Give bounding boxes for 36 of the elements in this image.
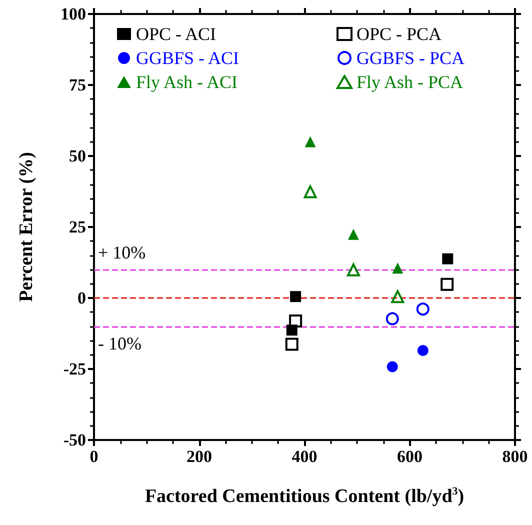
point: [442, 253, 454, 264]
x-tick-label: 400: [292, 447, 318, 466]
point: [348, 228, 359, 240]
point: [346, 263, 360, 276]
x-tick-label: 200: [186, 447, 212, 466]
legend-label: OPC - ACI: [136, 24, 216, 44]
point: [290, 291, 302, 302]
y-axis-title: Percent Error (%): [16, 152, 37, 302]
legend-label: GGBFS - ACI: [136, 48, 240, 68]
y-tick-label: 25: [69, 218, 86, 236]
ref-line-label: + 10%: [98, 242, 146, 263]
y-tick-label: -50: [63, 430, 86, 450]
y-tick-label: 50: [69, 146, 86, 166]
y-tick-label: 100: [60, 4, 86, 24]
point: [386, 361, 398, 372]
point: [440, 278, 454, 291]
point: [416, 302, 430, 316]
point: [304, 136, 316, 148]
point: [391, 290, 404, 304]
point: [386, 312, 399, 326]
x-tick-label: 800: [502, 447, 528, 466]
y-tick-label: 75: [69, 76, 86, 94]
point: [392, 262, 404, 274]
y-tick-label: -25: [63, 360, 86, 378]
x-tick-label: 600: [397, 447, 422, 466]
legend-label: OPC - PCA: [356, 24, 442, 44]
legend-label: Fly Ash - PCA: [356, 72, 464, 92]
point: [285, 338, 298, 351]
point: [304, 185, 317, 198]
point: [417, 345, 428, 356]
legend-label: GGBFS - PCA: [356, 48, 465, 68]
point: [289, 314, 302, 328]
legend-label: Fly Ash - ACI: [136, 72, 238, 92]
y-tick-label: 0: [78, 288, 86, 308]
ref-line-label: - 10%: [98, 333, 142, 354]
x-tick-label: 0: [90, 447, 98, 466]
